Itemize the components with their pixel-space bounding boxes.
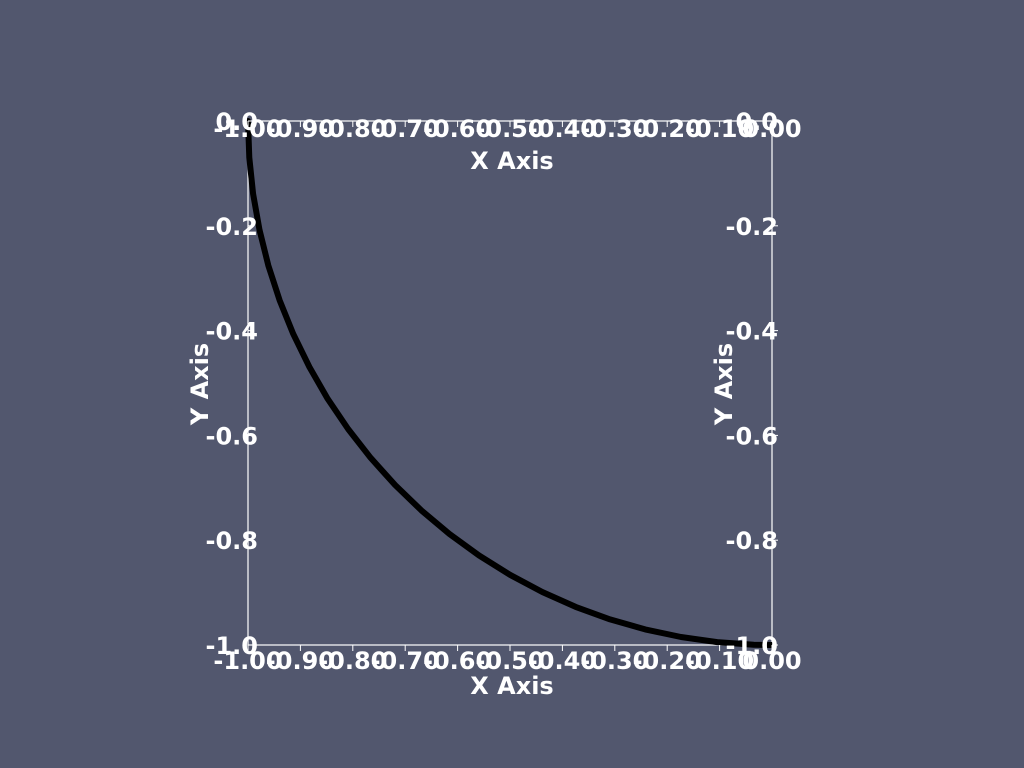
top-x-tick-label: -0.50 [475, 115, 544, 143]
right-y-tick-label: -0.4 [726, 318, 778, 346]
top-x-tick-label: -0.10 [685, 115, 754, 143]
bottom-x-tick-label: -0.20 [633, 647, 702, 675]
left-y-tick-label: -0.6 [206, 422, 258, 450]
left-y-tick-label: -0.8 [206, 527, 258, 555]
bottom-x-tick-label: -0.70 [371, 647, 440, 675]
right-y-tick-label: -0.2 [726, 213, 778, 241]
bottom-x-tick-label: -0.30 [580, 647, 649, 675]
bottom-x-axis-title: X Axis [470, 672, 553, 700]
top-x-axis: -1.00-0.90-0.80-0.70-0.60-0.50-0.40-0.30… [213, 115, 801, 143]
curve-layer [245, 118, 775, 648]
top-x-tick-label: -0.20 [633, 115, 702, 143]
bottom-x-tick-label: 0.00 [742, 647, 801, 675]
top-x-tick-label: -0.80 [318, 115, 387, 143]
bottom-x-tick-label: -0.80 [318, 647, 387, 675]
top-x-tick-label: -0.90 [266, 115, 335, 143]
bottom-x-tick-label: -1.00 [213, 647, 282, 675]
left-y-tick-label: 0.0 [215, 108, 258, 136]
top-x-axis-title: X Axis [470, 147, 553, 175]
axes-box [247, 120, 773, 646]
left-y-axis-title: Y Axis [186, 343, 214, 426]
series-line-0 [245, 118, 775, 648]
top-x-tick-label: -0.30 [580, 115, 649, 143]
left-y-tick-label: -0.2 [206, 213, 258, 241]
right-y-tick-label: 0.0 [735, 108, 778, 136]
top-x-tick-label: -0.70 [371, 115, 440, 143]
left-y-axis: 0.0 -0.2 -0.4 -0.6 -0.8 -1.0 [206, 108, 258, 660]
right-y-axis-title: Y Axis [710, 343, 738, 426]
right-y-tick-label: -0.6 [726, 422, 778, 450]
bottom-x-tick-label: -0.10 [685, 647, 754, 675]
top-x-tick-label: -0.60 [423, 115, 492, 143]
top-x-tick-label: 0.00 [742, 115, 801, 143]
bottom-x-tick-label: -0.90 [266, 647, 335, 675]
right-y-tick-label: -1.0 [726, 632, 778, 660]
bottom-x-tick-label: -0.40 [528, 647, 597, 675]
bottom-x-axis: -1.00-0.90-0.80-0.70-0.60-0.50-0.40-0.30… [213, 645, 802, 675]
top-x-tick-label: -0.40 [528, 115, 597, 143]
right-y-tick-label: -0.8 [726, 527, 778, 555]
left-y-tick-label: -0.4 [206, 318, 258, 346]
left-y-tick-label: -1.0 [206, 632, 258, 660]
right-y-axis: 0.0 -0.2 -0.4 -0.6 -0.8 -1.0 [726, 108, 778, 660]
bottom-x-tick-label: -0.60 [423, 647, 492, 675]
top-x-tick-label: -1.00 [213, 115, 282, 143]
axes-frame [247, 120, 773, 646]
bottom-x-tick-label: -0.50 [475, 647, 544, 675]
